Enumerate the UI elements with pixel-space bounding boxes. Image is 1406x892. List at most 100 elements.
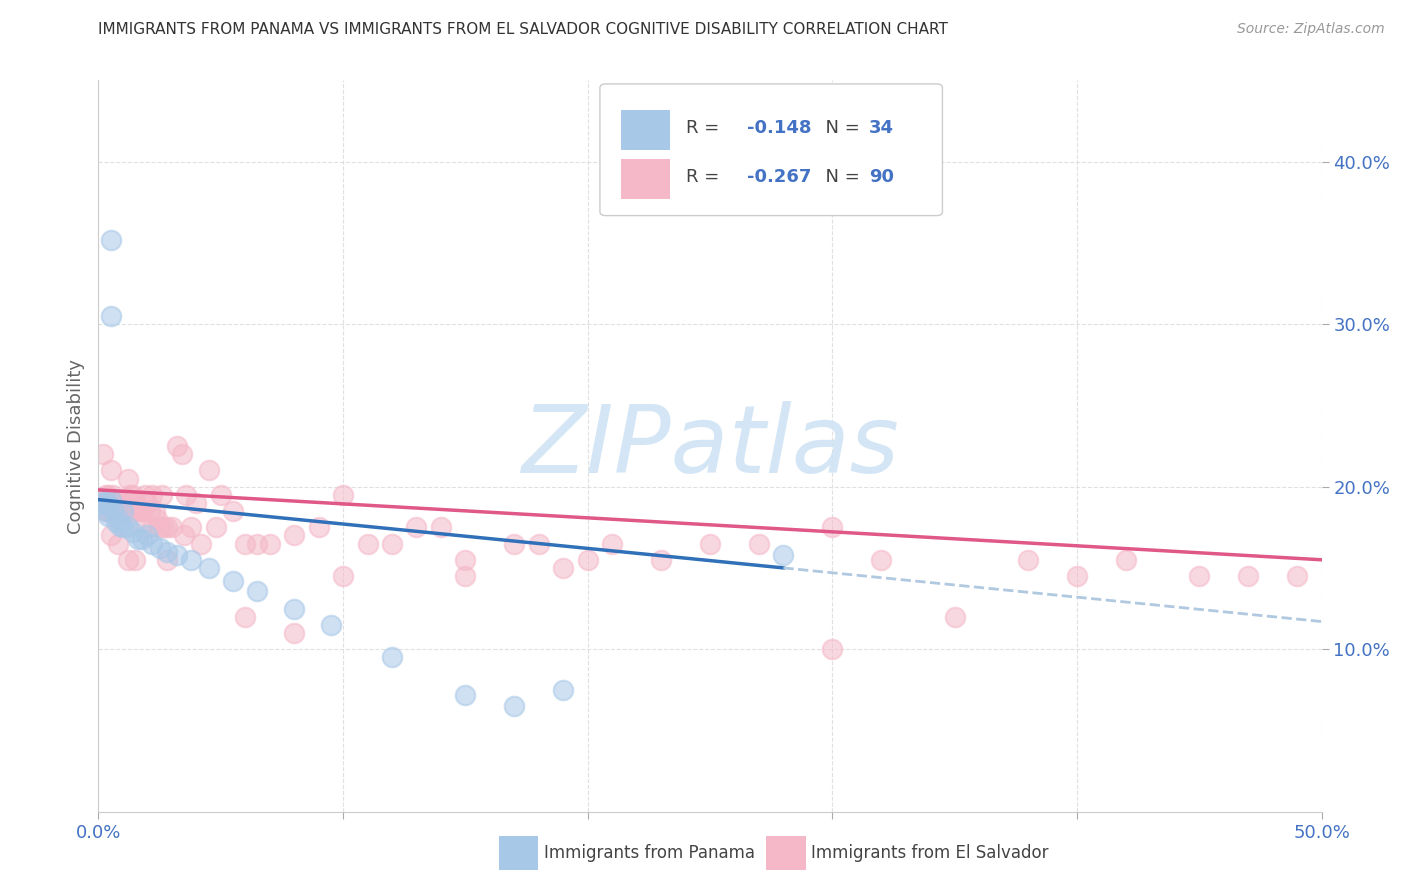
Point — [319, 617, 342, 632]
Point — [430, 520, 453, 534]
Point — [173, 528, 195, 542]
FancyBboxPatch shape — [620, 110, 669, 150]
Point — [772, 548, 794, 562]
Text: IMMIGRANTS FROM PANAMA VS IMMIGRANTS FROM EL SALVADOR COGNITIVE DISABILITY CORRE: IMMIGRANTS FROM PANAMA VS IMMIGRANTS FRO… — [98, 22, 948, 37]
Point — [129, 504, 152, 518]
Point — [104, 499, 127, 513]
Point — [156, 520, 179, 534]
Point — [160, 520, 183, 534]
Point — [332, 488, 354, 502]
Point — [141, 520, 163, 534]
Point — [94, 504, 117, 518]
Point — [146, 512, 169, 526]
Point — [600, 536, 623, 550]
Point — [870, 553, 893, 567]
Point — [104, 516, 127, 530]
Point — [308, 520, 330, 534]
Text: Immigrants from El Salvador: Immigrants from El Salvador — [811, 844, 1049, 862]
Point — [246, 583, 269, 598]
Point — [1237, 569, 1260, 583]
Point — [176, 488, 198, 502]
Text: -0.148: -0.148 — [747, 119, 811, 136]
Point — [110, 518, 132, 533]
Point — [503, 536, 526, 550]
Point — [101, 504, 124, 518]
Point — [131, 520, 153, 534]
Point — [124, 504, 146, 518]
Point — [166, 548, 188, 562]
Point — [821, 520, 844, 534]
Point — [454, 569, 477, 583]
Point — [94, 488, 117, 502]
Point — [205, 520, 228, 534]
Point — [94, 504, 117, 518]
Text: Source: ZipAtlas.com: Source: ZipAtlas.com — [1237, 22, 1385, 37]
Point — [97, 499, 120, 513]
Point — [180, 520, 202, 534]
Point — [381, 650, 404, 665]
Point — [283, 626, 305, 640]
Text: N =: N = — [814, 168, 866, 186]
Point — [100, 463, 122, 477]
Point — [821, 642, 844, 657]
Point — [553, 561, 575, 575]
Point — [699, 536, 721, 550]
Point — [117, 504, 139, 518]
Point — [114, 504, 136, 518]
Point — [134, 488, 156, 502]
Point — [139, 504, 162, 518]
Point — [121, 488, 143, 502]
Point — [91, 447, 114, 461]
FancyBboxPatch shape — [600, 84, 942, 216]
Point — [283, 528, 305, 542]
Point — [143, 504, 166, 518]
Point — [233, 536, 256, 550]
Text: Immigrants from Panama: Immigrants from Panama — [544, 844, 755, 862]
Point — [91, 496, 114, 510]
Point — [153, 520, 176, 534]
Point — [107, 512, 129, 526]
Point — [117, 520, 139, 534]
Point — [527, 536, 550, 550]
Point — [124, 496, 146, 510]
Point — [120, 488, 142, 502]
Point — [650, 553, 672, 567]
Point — [283, 601, 305, 615]
Point — [136, 496, 159, 510]
Text: R =: R = — [686, 119, 724, 136]
Text: R =: R = — [686, 168, 724, 186]
Point — [180, 553, 202, 567]
Y-axis label: Cognitive Disability: Cognitive Disability — [66, 359, 84, 533]
Point — [127, 499, 149, 513]
Point — [209, 488, 232, 502]
Point — [197, 561, 219, 575]
Point — [1286, 569, 1309, 583]
Point — [141, 488, 163, 502]
Text: 34: 34 — [869, 119, 894, 136]
Point — [150, 488, 173, 502]
Point — [454, 553, 477, 567]
Point — [1115, 553, 1137, 567]
Point — [111, 504, 134, 518]
Point — [101, 488, 124, 502]
Point — [97, 508, 120, 523]
FancyBboxPatch shape — [620, 159, 669, 199]
Point — [100, 528, 122, 542]
Point — [100, 492, 122, 507]
Point — [156, 553, 179, 567]
Point — [97, 504, 120, 518]
Point — [124, 553, 146, 567]
Point — [233, 609, 256, 624]
Point — [1066, 569, 1088, 583]
Point — [166, 439, 188, 453]
Point — [121, 525, 143, 540]
Point — [110, 504, 132, 518]
Point — [170, 447, 193, 461]
Point — [197, 463, 219, 477]
Text: N =: N = — [814, 119, 866, 136]
Point — [127, 532, 149, 546]
Point — [131, 504, 153, 518]
Point — [100, 492, 122, 507]
Point — [156, 544, 179, 558]
Point — [1188, 569, 1211, 583]
